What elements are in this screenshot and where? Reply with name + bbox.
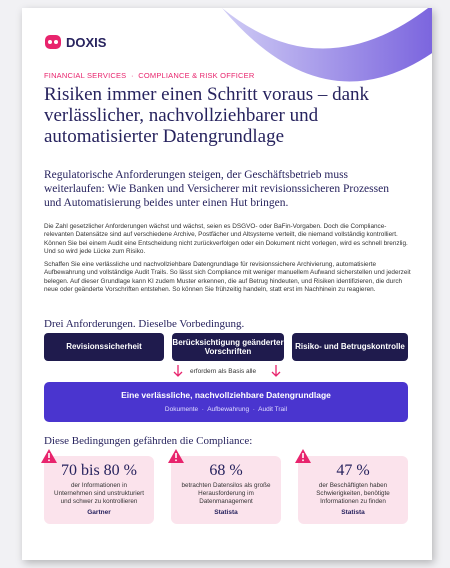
paragraph: Schaffen Sie eine verlässliche und nachv… — [44, 261, 411, 294]
stat-card: 70 bis 80 % der Informationen in Unterneh… — [41, 449, 154, 524]
title: Risiken immer einen Schritt voraus – dan… — [44, 84, 370, 147]
base-items: Dokumente · Aufbewahrung · Audit Trail — [164, 406, 288, 413]
stat-value: 68 % — [209, 462, 243, 479]
warning-icon — [295, 449, 311, 463]
stat-source: Gartner — [87, 508, 111, 516]
tags: FINANCIAL SERVICES · COMPLIANCE & RISK O… — [44, 71, 255, 80]
base-item: Audit Trail — [258, 406, 288, 413]
paragraph: Die Zahl gesetzlicher Anforderungen wäch… — [44, 223, 408, 256]
warning-icon — [168, 449, 184, 463]
stat-text: der Beschäftigten haben Schwierigkeiten,… — [316, 482, 390, 505]
stat-value: 70 bis 80 % — [61, 462, 137, 479]
base-item: Aufbewahrung — [207, 406, 250, 413]
stat-source: Statista — [214, 508, 238, 516]
decor-arc — [222, 8, 432, 82]
requirement-box: Revisionssicherheit — [44, 333, 164, 361]
stat-card: 68 % betrachten Datensilos als große Hera… — [168, 449, 281, 524]
connector-text: erfordern als Basis alle — [190, 368, 257, 375]
arrow — [173, 365, 183, 377]
brochure: DOXIS FINANCIAL SERVICES · COMPLIANCE & … — [22, 8, 432, 560]
logo: DOXIS — [44, 34, 106, 50]
base-box: Eine verlässliche, nachvollziehbare Date… — [44, 382, 408, 422]
stat-source: Statista — [341, 508, 365, 516]
warning-icon — [41, 449, 57, 463]
requirement-box: Risiko- und Betrugskontrolle — [292, 333, 408, 361]
base-title: Eine verlässliche, nachvollziehbare Date… — [121, 390, 331, 400]
requirement-box: Berücksichtigung geänderter Vorschriften — [172, 333, 284, 361]
section-heading: Drei Anforderungen. Dieselbe Vorbedingun… — [44, 318, 245, 330]
stat-value: 47 % — [336, 462, 370, 479]
tag: COMPLIANCE & RISK OFFICER — [138, 71, 255, 80]
stat-text: betrachten Datensilos als große Herausfo… — [181, 482, 271, 505]
arrow — [271, 365, 281, 377]
stat-text: der Informationen in Unternehmen sind un… — [54, 482, 144, 505]
lead: Regulatorische Anforderungen steigen, de… — [44, 169, 389, 209]
logo-text: DOXIS — [66, 34, 107, 50]
tag: FINANCIAL SERVICES — [44, 71, 127, 80]
stat-card: 47 % der Beschäftigten haben Schwierigkei… — [295, 449, 408, 524]
logo-icon — [45, 35, 61, 49]
section-heading: Diese Bedingungen gefährden die Complian… — [44, 435, 253, 447]
base-item: Dokumente — [164, 406, 199, 413]
